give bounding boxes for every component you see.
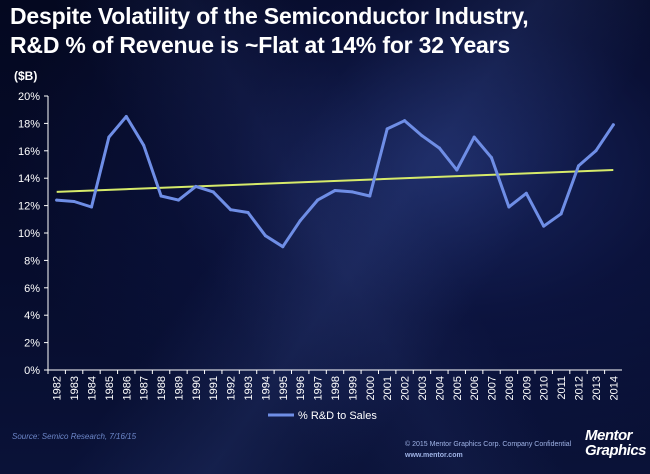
- website-link[interactable]: www.mentor.com: [405, 452, 463, 459]
- data-point: [490, 156, 494, 160]
- legend: % R&D to Sales: [268, 410, 377, 422]
- x-tick-label: 1997: [313, 376, 325, 400]
- y-tick-label: 2%: [24, 338, 40, 350]
- x-tick-label: 1985: [104, 376, 116, 400]
- x-tick-label: 2009: [521, 376, 533, 400]
- data-point: [194, 184, 198, 188]
- x-tick-label: 1995: [278, 376, 290, 400]
- legend-label: % R&D to Sales: [298, 410, 377, 422]
- y-axis-unit-label: ($B): [14, 69, 37, 83]
- data-point: [159, 194, 163, 198]
- company-logo: Mentor Graphics: [585, 427, 647, 459]
- data-point: [403, 119, 407, 123]
- x-tick-label: 2014: [608, 376, 620, 400]
- data-point: [298, 219, 302, 223]
- title-line-2: R&D % of Revenue is ~Flat at 14% for 32 …: [10, 32, 510, 58]
- y-tick-label: 4%: [24, 310, 40, 322]
- trendline: [56, 168, 614, 193]
- data-point: [524, 191, 528, 195]
- x-tick-label: 2004: [434, 376, 446, 400]
- data-point: [281, 245, 285, 249]
- data-point: [142, 143, 146, 147]
- data-point: [229, 208, 233, 212]
- data-point: [176, 198, 180, 202]
- data-point: [507, 205, 511, 209]
- x-tick-label: 2007: [487, 376, 499, 400]
- x-tick-label: 1992: [226, 376, 238, 400]
- x-tick-label: 2010: [539, 376, 551, 400]
- data-point: [124, 115, 128, 119]
- copyright-text: © 2015 Mentor Graphics Corp. Company Con…: [405, 441, 572, 448]
- y-tick-label: 18%: [18, 118, 40, 130]
- y-tick-label: 16%: [18, 146, 40, 158]
- data-point: [385, 127, 389, 131]
- x-tick-label: 2000: [365, 376, 377, 400]
- x-tick-label: 1984: [86, 376, 98, 400]
- data-point: [350, 190, 354, 194]
- x-tick-label: 2003: [417, 376, 429, 400]
- data-point: [89, 205, 93, 209]
- data-point: [368, 194, 372, 198]
- y-tick-label: 14%: [18, 173, 40, 185]
- y-tick-label: 12%: [18, 201, 40, 213]
- data-point: [559, 212, 563, 216]
- data-point: [107, 135, 111, 139]
- x-tick-label: 2013: [591, 376, 603, 400]
- x-tick-label: 1983: [69, 376, 81, 400]
- data-point: [316, 198, 320, 202]
- x-tick-label: 1988: [156, 376, 168, 400]
- x-tick-label: 2002: [400, 376, 412, 400]
- data-point: [594, 149, 598, 153]
- slide-title: Despite Volatility of the Semiconductor …: [10, 2, 640, 60]
- data-point: [211, 190, 215, 194]
- x-tick-label: 2005: [452, 376, 464, 400]
- data-point: [577, 164, 581, 168]
- data-point: [437, 146, 441, 150]
- data-point: [455, 168, 459, 172]
- x-tick-label: 2001: [382, 376, 394, 400]
- x-tick-label: 1987: [139, 376, 151, 400]
- y-tick-label: 8%: [24, 255, 40, 267]
- data-point: [333, 189, 337, 193]
- x-tick-label: 2006: [469, 376, 481, 400]
- y-tick-label: 6%: [24, 283, 40, 295]
- logo-line-1: Mentor: [585, 427, 633, 444]
- y-tick-label: 0%: [24, 365, 40, 377]
- x-tick-label: 1998: [330, 376, 342, 400]
- source-note: Source: Semico Research, 7/16/15: [12, 432, 137, 441]
- x-tick-label: 1986: [121, 376, 133, 400]
- x-tick-label: 2011: [556, 376, 568, 400]
- data-point: [246, 210, 250, 214]
- data-point: [55, 198, 59, 202]
- data-point: [542, 224, 546, 228]
- x-tick-label: 2008: [504, 376, 516, 400]
- y-tick-label: 20%: [18, 91, 40, 103]
- y-tick-label: 10%: [18, 228, 40, 240]
- x-tick-label: 1999: [347, 376, 359, 400]
- x-tick-label: 1993: [243, 376, 255, 400]
- x-tick-label: 1991: [208, 376, 220, 400]
- data-point: [472, 135, 476, 139]
- x-tick-label: 1982: [52, 376, 64, 400]
- data-point: [420, 134, 424, 138]
- logo-line-2: Graphics: [585, 442, 647, 459]
- x-tick-label: 1996: [295, 376, 307, 400]
- x-tick-label: 2012: [574, 376, 586, 400]
- data-point: [611, 123, 615, 127]
- x-tick-label: 1990: [191, 376, 203, 400]
- title-line-1: Despite Volatility of the Semiconductor …: [10, 3, 529, 29]
- data-point: [263, 234, 267, 238]
- data-point: [72, 199, 76, 203]
- x-tick-label: 1994: [260, 376, 272, 400]
- x-tick-label: 1989: [173, 376, 185, 400]
